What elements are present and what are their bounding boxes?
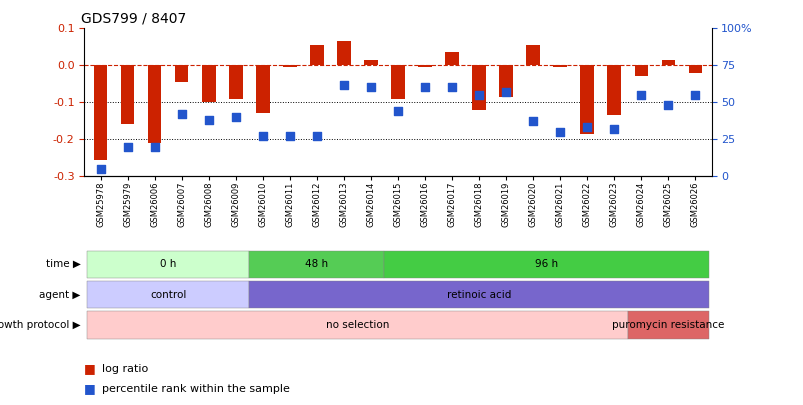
Point <box>283 133 296 139</box>
Bar <box>148 65 161 143</box>
Text: puromycin resistance: puromycin resistance <box>611 320 724 330</box>
Text: no selection: no selection <box>325 320 389 330</box>
Text: time ▶: time ▶ <box>46 259 80 269</box>
Point <box>661 102 674 109</box>
Bar <box>364 60 377 65</box>
Bar <box>607 65 620 115</box>
Point <box>175 111 188 117</box>
Bar <box>249 281 708 308</box>
Point <box>121 143 134 150</box>
Point <box>688 92 701 98</box>
Text: retinoic acid: retinoic acid <box>446 290 511 300</box>
Bar <box>526 45 540 65</box>
Point <box>607 126 620 132</box>
Bar <box>94 65 108 160</box>
Bar <box>87 251 249 278</box>
Bar <box>175 65 188 82</box>
Bar <box>391 65 404 98</box>
Bar <box>552 65 566 67</box>
Point <box>445 84 458 91</box>
Point <box>337 81 350 88</box>
Point <box>499 89 512 95</box>
Bar <box>445 52 459 65</box>
Bar <box>384 251 708 278</box>
Text: percentile rank within the sample: percentile rank within the sample <box>102 384 290 394</box>
Text: agent ▶: agent ▶ <box>39 290 80 300</box>
Bar <box>229 65 243 98</box>
Text: ■: ■ <box>84 382 100 395</box>
Point <box>634 92 647 98</box>
Bar <box>580 65 593 134</box>
Bar <box>471 65 485 110</box>
Text: growth protocol ▶: growth protocol ▶ <box>0 320 80 330</box>
Bar <box>687 65 701 73</box>
Bar <box>255 65 269 113</box>
Bar <box>87 311 627 339</box>
Text: 48 h: 48 h <box>305 259 328 269</box>
Text: control: control <box>150 290 186 300</box>
Text: 0 h: 0 h <box>160 259 176 269</box>
Bar <box>120 65 134 124</box>
Point <box>553 129 566 135</box>
Point <box>526 118 539 125</box>
Point <box>418 84 431 91</box>
Bar <box>249 251 384 278</box>
Point <box>364 84 377 91</box>
Text: log ratio: log ratio <box>102 364 149 373</box>
Bar <box>202 65 215 102</box>
Point <box>391 108 404 114</box>
Point <box>229 114 242 120</box>
Point <box>580 124 593 131</box>
Bar <box>627 311 708 339</box>
Point <box>256 133 269 139</box>
Point <box>202 117 215 123</box>
Bar <box>283 65 296 67</box>
Bar <box>634 65 647 77</box>
Bar <box>418 65 431 67</box>
Text: 96 h: 96 h <box>535 259 557 269</box>
Bar <box>336 41 350 65</box>
Text: GDS799 / 8407: GDS799 / 8407 <box>81 12 186 26</box>
Point <box>310 133 323 139</box>
Bar <box>499 65 512 97</box>
Bar <box>310 45 324 65</box>
Point <box>472 92 485 98</box>
Bar <box>661 60 675 65</box>
Point <box>94 166 107 172</box>
Point <box>148 143 161 150</box>
Bar <box>87 281 249 308</box>
Text: ■: ■ <box>84 362 100 375</box>
